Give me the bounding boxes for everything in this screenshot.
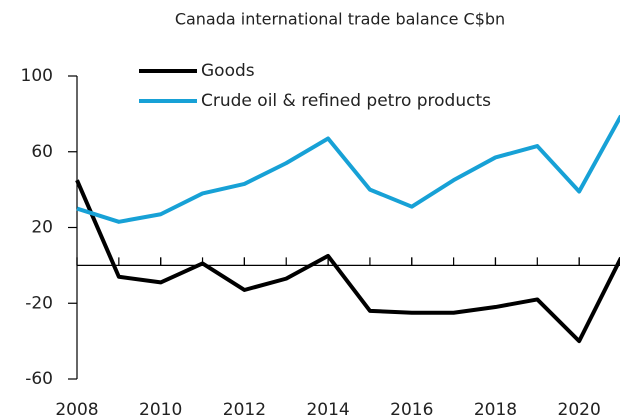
x-tick-label: 2014 xyxy=(306,400,349,419)
x-tick-label: 2008 xyxy=(55,400,98,419)
legend-label: Crude oil & refined petro products xyxy=(201,91,491,111)
x-tick-label: 2018 xyxy=(474,400,517,419)
x-tick-label: 2020 xyxy=(558,400,601,419)
y-tick-label: 20 xyxy=(31,218,53,238)
x-tick-label: 2016 xyxy=(390,400,433,419)
x-tick-label: 2012 xyxy=(223,400,266,419)
y-tick-label: -60 xyxy=(25,369,53,389)
series-line xyxy=(76,114,620,224)
chart-title: Canada international trade balance C$bn xyxy=(175,10,505,29)
y-tick-label: -20 xyxy=(25,293,53,313)
x-tick-label: 2010 xyxy=(139,400,182,419)
y-tick-label: 100 xyxy=(21,66,53,86)
series-line xyxy=(75,179,620,344)
y-tick-label: 60 xyxy=(31,142,53,162)
legend-label: Goods xyxy=(201,61,255,81)
